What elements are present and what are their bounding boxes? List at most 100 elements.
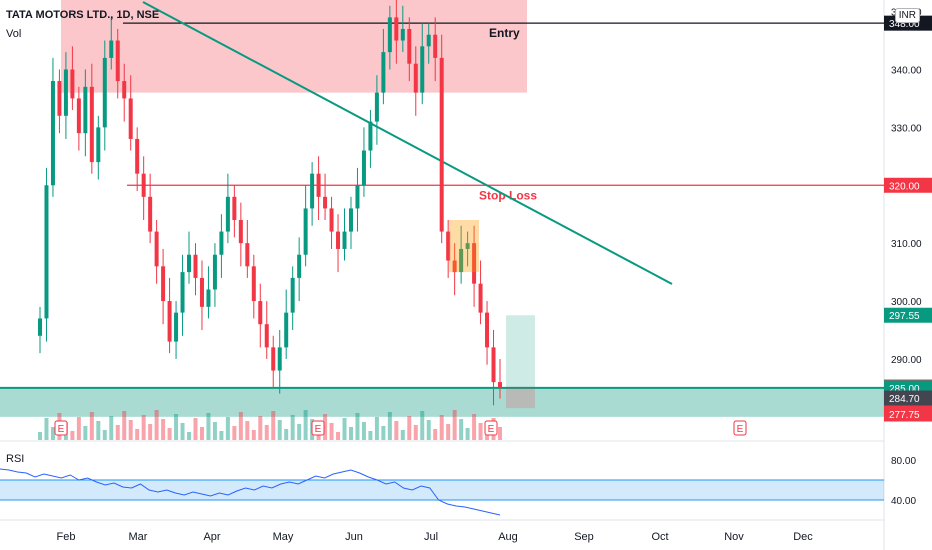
risk-zone bbox=[506, 387, 535, 409]
volume-bar bbox=[478, 423, 483, 440]
candle-body bbox=[89, 86, 94, 163]
candle-body bbox=[400, 28, 405, 41]
candle-body bbox=[485, 312, 490, 348]
price-label-box bbox=[884, 307, 932, 323]
candle-body bbox=[238, 220, 243, 244]
volume-bar bbox=[187, 432, 192, 440]
candle-body bbox=[148, 196, 153, 232]
candle-body bbox=[426, 34, 431, 47]
candle-body bbox=[199, 277, 204, 307]
candle-body bbox=[310, 173, 315, 209]
volume-bar bbox=[284, 429, 289, 440]
volume-bar bbox=[245, 421, 250, 440]
volume-bar bbox=[38, 432, 42, 440]
volume-bar bbox=[180, 423, 185, 440]
candle-body bbox=[446, 231, 451, 261]
candle-body bbox=[478, 283, 483, 313]
candle-body bbox=[381, 52, 386, 93]
x-tick-label: Aug bbox=[498, 531, 518, 543]
candle-body bbox=[277, 347, 282, 371]
symbol-title: TATA MOTORS LTD., 1D, NSE bbox=[6, 9, 160, 21]
rsi-tick-label: 40.00 bbox=[891, 496, 916, 507]
annotation-stop-loss: Stop Loss bbox=[479, 188, 537, 202]
rsi-band bbox=[0, 480, 884, 500]
pattern-box bbox=[449, 220, 479, 273]
candle-body bbox=[219, 231, 224, 255]
x-tick-label: Sep bbox=[574, 531, 594, 543]
earnings-marker-box bbox=[484, 420, 498, 436]
earnings-marker-box bbox=[733, 420, 747, 436]
currency-button[interactable]: INR bbox=[894, 8, 920, 23]
rsi-line bbox=[0, 468, 501, 516]
volume-bar bbox=[498, 427, 502, 440]
candle-body bbox=[57, 81, 62, 116]
price-label-box bbox=[884, 177, 932, 193]
candle-body bbox=[135, 138, 140, 174]
candle-body bbox=[180, 272, 185, 313]
candle-body bbox=[290, 277, 295, 313]
volume-bar bbox=[128, 420, 133, 440]
earnings-marker-box bbox=[54, 420, 68, 436]
y-tick-label: 290.00 bbox=[891, 355, 922, 366]
candle-body bbox=[154, 231, 159, 267]
candle-body bbox=[355, 185, 360, 209]
volume-bar bbox=[459, 419, 464, 440]
candle-body bbox=[102, 57, 107, 128]
volume-bar bbox=[433, 429, 438, 440]
volume-bar bbox=[122, 411, 127, 440]
earnings-marker-box bbox=[311, 420, 325, 436]
earnings-marker-text: E bbox=[488, 424, 495, 435]
annotation-entry: Entry bbox=[489, 26, 520, 40]
volume-bar bbox=[135, 429, 140, 440]
candle-body bbox=[50, 81, 55, 186]
y-tick-label: 340.00 bbox=[891, 65, 922, 76]
price-label: 285.00 bbox=[889, 384, 920, 395]
candle-body bbox=[303, 208, 308, 255]
x-tick-label: Nov bbox=[724, 531, 744, 543]
candle-body bbox=[368, 121, 373, 151]
volume-bar bbox=[199, 427, 204, 440]
y-tick-label: 330.00 bbox=[891, 123, 922, 134]
volume-bar bbox=[251, 430, 256, 440]
volume-bar bbox=[70, 431, 75, 440]
candle-body bbox=[498, 382, 502, 388]
candle-body bbox=[336, 231, 341, 249]
x-tick-label: May bbox=[273, 531, 294, 543]
rsi-tick-label: 80.00 bbox=[891, 456, 916, 467]
candle-body bbox=[115, 40, 120, 82]
x-tick-label: Dec bbox=[793, 531, 813, 543]
candle-body bbox=[96, 127, 101, 163]
candle-body bbox=[70, 69, 75, 99]
volume-bar bbox=[219, 431, 224, 440]
volume-bar bbox=[96, 421, 101, 440]
candle-body bbox=[420, 46, 425, 93]
earnings-marker-text: E bbox=[737, 424, 744, 435]
volume-bar bbox=[368, 431, 373, 440]
volume-bar bbox=[329, 423, 334, 440]
volume-bar bbox=[76, 417, 81, 440]
candle-body bbox=[44, 185, 49, 319]
trend-line bbox=[142, 1, 673, 285]
price-label-box bbox=[884, 406, 932, 422]
volume-bar bbox=[452, 410, 457, 440]
volume-bar bbox=[387, 412, 392, 440]
x-tick-label: Apr bbox=[203, 531, 220, 543]
candle-body bbox=[83, 86, 88, 134]
candle-body bbox=[76, 98, 81, 134]
price-label: 284.70 bbox=[889, 394, 920, 405]
candle-body bbox=[329, 208, 334, 232]
candle-body bbox=[348, 208, 353, 232]
y-tick-label: 300.00 bbox=[891, 297, 922, 308]
candle-body bbox=[472, 243, 477, 284]
candle-body bbox=[491, 347, 496, 383]
candle-body bbox=[122, 81, 127, 99]
volume-bar bbox=[277, 420, 282, 440]
candle-body bbox=[258, 301, 263, 325]
volume-bar bbox=[141, 415, 146, 440]
volume-bar bbox=[303, 410, 308, 440]
x-tick-label: Mar bbox=[129, 531, 148, 543]
volume-bar bbox=[238, 412, 243, 440]
volume-bar bbox=[323, 414, 328, 440]
candle-body bbox=[459, 248, 464, 273]
